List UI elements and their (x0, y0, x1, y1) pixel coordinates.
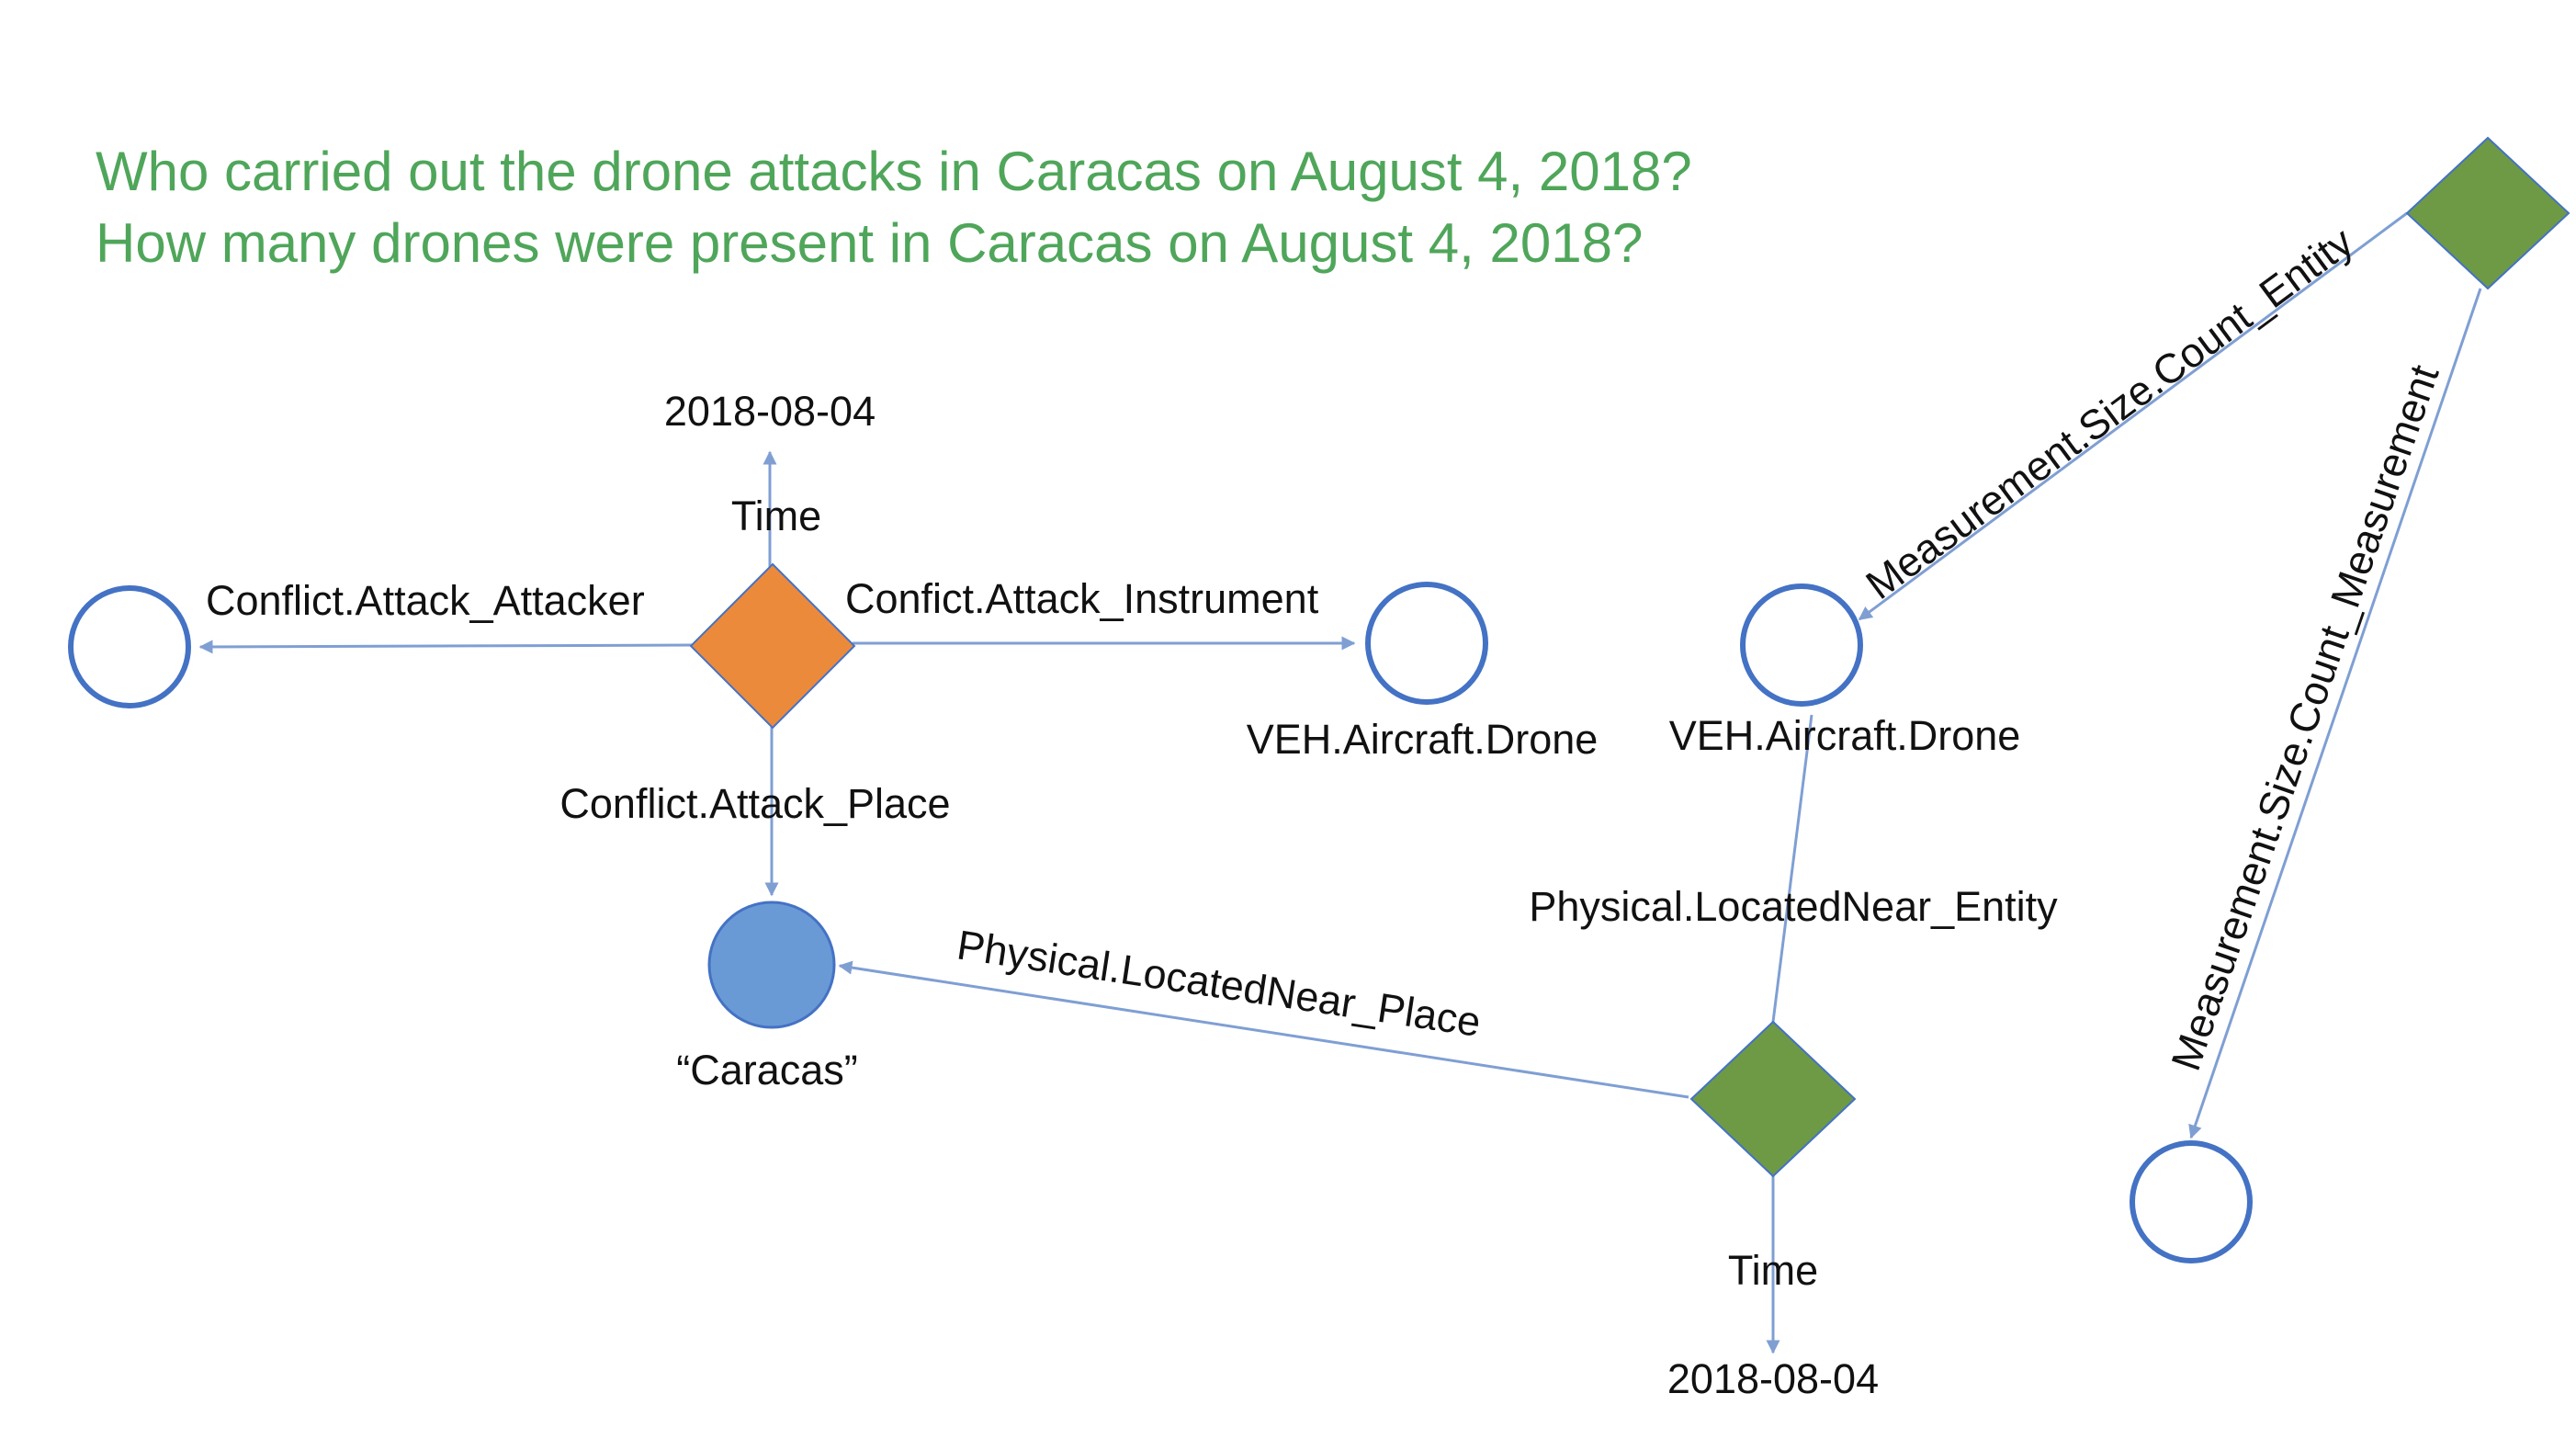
attack-place-label: Conflict.Attack_Place (559, 780, 950, 827)
attack-time-label: Time (731, 493, 821, 539)
measurement-event-diamond (2405, 136, 2570, 290)
attack-instrument-label: Confict.Attack_Instrument (845, 575, 1319, 622)
edge-measurement-entity (1858, 211, 2408, 621)
located-near-event-diamond (1689, 1020, 1857, 1178)
located-entity-label: Physical.LocatedNear_Entity (1529, 883, 2058, 930)
count-measurement-node (2130, 1140, 2253, 1263)
edge-attack-attacker (198, 640, 694, 654)
measurement-entity-label: Measurement.Size.Count_Entity (1858, 218, 2362, 608)
caracas-name-label: “Caracas” (676, 1047, 858, 1093)
edge-located-place (838, 960, 1689, 1099)
question-line-1: Who carried out the drone attacks in Car… (96, 141, 1692, 202)
located-time-value: 2018-08-04 (1667, 1355, 1879, 1402)
caracas-place-node (707, 901, 836, 1029)
located-place-label: Physical.LocatedNear_Place (955, 921, 1485, 1045)
edge-measurement-count (2188, 288, 2482, 1139)
located-entity-type-label: VEH.Aircraft.Drone (1669, 712, 2021, 759)
measurement-count-label: Measurement.Size.Count_Measurement (2162, 358, 2447, 1076)
attack-time-value: 2018-08-04 (664, 388, 876, 435)
located-time-label: Time (1728, 1247, 1818, 1294)
edge-located-entity (1771, 714, 1813, 1023)
attack-attacker-label: Conflict.Attack_Attacker (206, 577, 645, 624)
instrument-drone-node (1365, 582, 1488, 705)
attacker-entity-node (68, 585, 191, 708)
instrument-type-label: VEH.Aircraft.Drone (1247, 716, 1599, 763)
question-line-2: How many drones were present in Caracas … (96, 212, 1644, 274)
located-drone-node (1740, 583, 1863, 707)
attack-event-diamond (689, 562, 856, 730)
